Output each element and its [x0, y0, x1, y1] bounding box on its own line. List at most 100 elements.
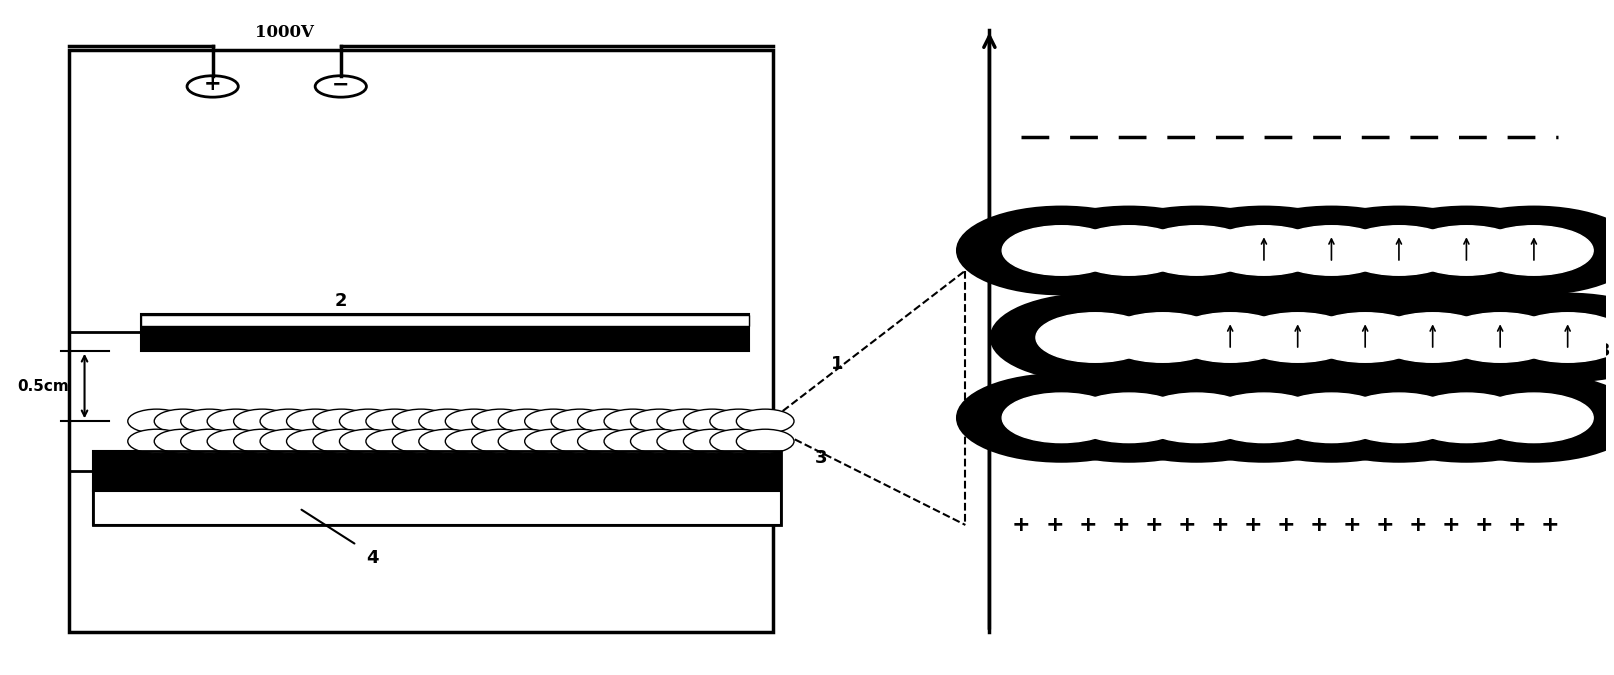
Circle shape [1136, 225, 1256, 275]
Circle shape [604, 409, 662, 433]
Circle shape [710, 409, 767, 433]
Circle shape [155, 409, 211, 433]
Circle shape [339, 409, 397, 433]
Circle shape [366, 429, 423, 454]
Circle shape [1406, 393, 1525, 443]
Circle shape [550, 429, 608, 454]
Circle shape [1272, 393, 1390, 443]
Circle shape [1406, 225, 1525, 275]
Circle shape [260, 409, 318, 433]
Circle shape [1306, 313, 1424, 362]
Circle shape [525, 429, 583, 454]
Text: +: + [1506, 515, 1525, 535]
Circle shape [1362, 375, 1569, 461]
Text: +: + [1375, 515, 1393, 535]
Circle shape [207, 429, 265, 454]
Circle shape [418, 409, 476, 433]
Circle shape [604, 429, 662, 454]
Text: 1: 1 [831, 355, 843, 373]
Circle shape [445, 409, 502, 433]
Text: +: + [1275, 515, 1294, 535]
Circle shape [1328, 294, 1537, 381]
Circle shape [392, 409, 450, 433]
Circle shape [525, 409, 583, 433]
Circle shape [1227, 375, 1435, 461]
Text: +: + [1474, 515, 1493, 535]
Text: +: + [203, 74, 221, 94]
Circle shape [1125, 294, 1333, 381]
Text: +: + [1078, 515, 1096, 535]
Circle shape [1428, 375, 1614, 461]
Circle shape [1340, 225, 1457, 275]
Text: +: + [1341, 515, 1361, 535]
Circle shape [392, 429, 450, 454]
Circle shape [1068, 225, 1188, 275]
Circle shape [1025, 207, 1233, 294]
Text: 2: 2 [334, 292, 347, 310]
Circle shape [445, 429, 502, 454]
Circle shape [736, 429, 794, 454]
Text: +: + [1110, 515, 1130, 535]
Circle shape [1057, 294, 1265, 381]
Circle shape [497, 429, 555, 454]
Circle shape [1362, 207, 1569, 294]
Circle shape [418, 429, 476, 454]
Circle shape [1462, 294, 1614, 381]
Text: +: + [1441, 515, 1459, 535]
Text: −: − [332, 74, 349, 94]
Circle shape [234, 429, 291, 454]
Circle shape [957, 207, 1165, 294]
Circle shape [1035, 313, 1154, 362]
Circle shape [1428, 207, 1614, 294]
Circle shape [471, 429, 529, 454]
Text: 3: 3 [815, 449, 826, 467]
Text: +: + [1209, 515, 1228, 535]
Circle shape [1002, 225, 1120, 275]
Circle shape [1159, 375, 1367, 461]
Circle shape [286, 429, 344, 454]
Text: +: + [1144, 515, 1162, 535]
Circle shape [1002, 393, 1120, 443]
Text: +: + [1012, 515, 1030, 535]
Circle shape [366, 409, 423, 433]
Circle shape [1170, 313, 1288, 362]
Circle shape [1068, 393, 1188, 443]
Circle shape [629, 429, 688, 454]
Circle shape [1440, 313, 1559, 362]
Circle shape [957, 375, 1165, 461]
Circle shape [683, 409, 741, 433]
Circle shape [1204, 393, 1322, 443]
Bar [92, 452, 781, 491]
Circle shape [578, 409, 634, 433]
Circle shape [1507, 313, 1614, 362]
Circle shape [1238, 313, 1356, 362]
Circle shape [736, 409, 794, 433]
Text: +: + [1243, 515, 1261, 535]
Circle shape [657, 409, 713, 433]
Circle shape [657, 429, 713, 454]
Circle shape [313, 429, 371, 454]
Circle shape [1136, 393, 1256, 443]
Circle shape [1227, 207, 1435, 294]
Bar [140, 315, 749, 326]
Circle shape [1474, 393, 1591, 443]
Bar [68, 50, 773, 632]
Circle shape [260, 429, 318, 454]
Circle shape [1394, 294, 1603, 381]
Circle shape [710, 429, 767, 454]
Circle shape [128, 429, 186, 454]
Text: 0.5cm: 0.5cm [16, 379, 68, 394]
Text: +: + [1540, 515, 1558, 535]
Circle shape [155, 429, 211, 454]
Text: 4: 4 [366, 549, 379, 568]
Circle shape [497, 409, 555, 433]
Circle shape [1102, 313, 1222, 362]
Circle shape [1272, 225, 1390, 275]
Circle shape [1193, 294, 1401, 381]
Circle shape [1261, 294, 1469, 381]
Circle shape [1204, 225, 1322, 275]
Circle shape [578, 429, 634, 454]
Circle shape [629, 409, 688, 433]
Circle shape [313, 409, 371, 433]
Circle shape [181, 409, 239, 433]
